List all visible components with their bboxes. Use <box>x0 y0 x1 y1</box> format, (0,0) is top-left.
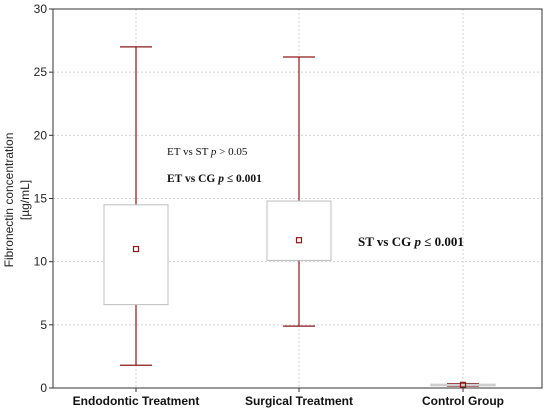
box-group-2 <box>430 381 496 388</box>
annotation-st-vs-cg: ST vs CG p ≤ 0.001 <box>358 234 464 249</box>
y-tick-label-5: 25 <box>34 65 48 79</box>
axes: 0 5 10 15 20 25 30 Endodontic Treatment Surgical… <box>34 2 543 408</box>
median-marker-1 <box>295 237 303 244</box>
box-rect-2 <box>430 383 496 387</box>
box-rect-1 <box>266 200 332 261</box>
annotation-et-vs-cg: ET vs CG p ≤ 0.001 <box>167 173 262 185</box>
y-tick-label-4: 20 <box>34 128 48 142</box>
plot-area <box>103 46 496 388</box>
y-tick-label-1: 5 <box>40 318 47 332</box>
y-axis-label-line1: Fibronectin concentration <box>2 133 16 268</box>
box-group-1 <box>266 56 332 327</box>
y-tick-label-0: 0 <box>40 381 47 395</box>
annotation-et-vs-st: ET vs ST p > 0.05 <box>167 146 248 158</box>
y-tick-label-6: 30 <box>34 2 48 16</box>
box-group-0 <box>103 46 169 366</box>
y-tick-label-3: 15 <box>34 192 48 206</box>
box-rect-0 <box>103 204 169 306</box>
y-axis-label-line2: [µg/mL] <box>18 180 32 220</box>
x-category-label-2: Control Group <box>422 394 504 408</box>
median-marker-2 <box>459 381 467 388</box>
median-marker-0 <box>132 245 140 253</box>
y-tick-label-2: 10 <box>34 255 48 269</box>
x-category-label-1: Surgical Treatment <box>245 394 353 408</box>
x-category-label-0: Endodontic Treatment <box>73 394 200 408</box>
grid-lines <box>53 9 542 388</box>
